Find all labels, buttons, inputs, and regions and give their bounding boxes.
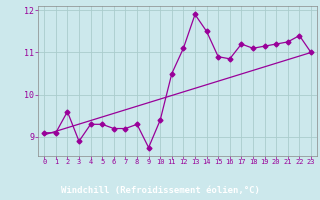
Text: Windchill (Refroidissement éolien,°C): Windchill (Refroidissement éolien,°C) — [60, 186, 260, 195]
